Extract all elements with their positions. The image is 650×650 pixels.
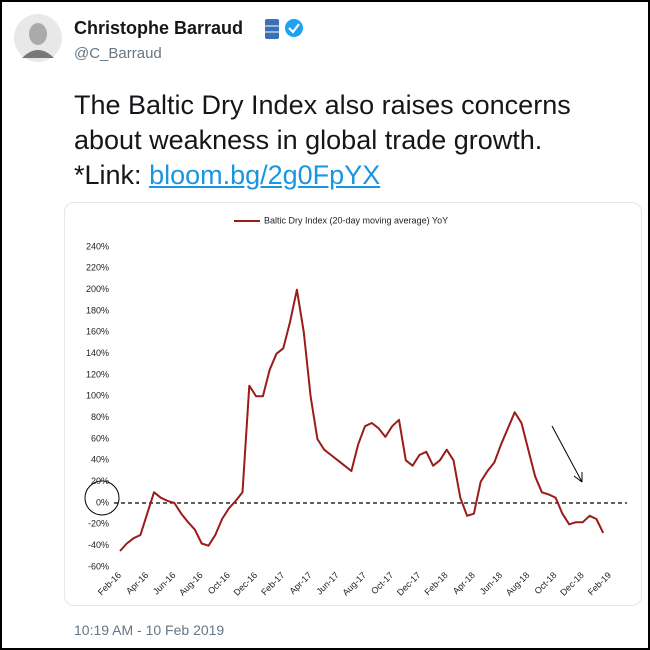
x-tick-label: Aug-16: [177, 570, 205, 598]
y-tick-label: 220%: [86, 263, 109, 273]
tweet-text-line: *Link: bloom.bg/2g0FpYX: [74, 160, 380, 191]
x-tick-label: Dec-16: [232, 570, 260, 598]
x-tick-label: Aug-18: [504, 570, 532, 598]
x-tick-label: Dec-17: [395, 570, 423, 598]
y-tick-label: 240%: [86, 241, 109, 251]
author-handle[interactable]: @C_Barraud: [74, 45, 162, 62]
x-tick-label: Feb-18: [423, 570, 450, 597]
y-tick-label: 80%: [91, 412, 109, 422]
y-tick-label: 40%: [91, 455, 109, 465]
x-tick-label: Feb-17: [259, 570, 286, 597]
x-tick-label: Feb-16: [96, 570, 123, 597]
y-tick-label: 160%: [86, 327, 109, 337]
y-tick-label: 60%: [91, 433, 109, 443]
x-tick-label: Jun-17: [314, 570, 341, 597]
x-tick-label: Apr-17: [287, 570, 313, 596]
data-line: [119, 288, 605, 552]
y-tick-label: 20%: [91, 476, 109, 486]
x-tick-label: Oct-17: [369, 570, 395, 596]
arrow-head: [573, 472, 583, 483]
x-tick-label: Jun-16: [151, 570, 178, 597]
y-tick-label: 200%: [86, 284, 109, 294]
y-tick-label: 100%: [86, 391, 109, 401]
x-tick-label: Apr-18: [451, 570, 477, 596]
avatar[interactable]: [14, 14, 62, 62]
y-tick-label: 180%: [86, 305, 109, 315]
x-tick-label: Feb-19: [586, 570, 613, 597]
link-prefix: *Link:: [74, 160, 142, 190]
x-tick-label: Dec-18: [558, 570, 586, 598]
annotation-arrow: [551, 425, 583, 483]
x-tick-label: Oct-16: [206, 570, 232, 596]
legend-label: Baltic Dry Index (20-day moving average)…: [264, 215, 448, 225]
x-tick-label: Apr-16: [124, 570, 150, 596]
tweet-text: The Baltic Dry Index also raises concern…: [74, 90, 571, 120]
y-tick-label: -40%: [88, 540, 109, 550]
tweet-text: about weakness in global trade growth.: [74, 125, 543, 155]
y-tick-label: 140%: [86, 348, 109, 358]
x-tick-label: Aug-17: [340, 570, 368, 598]
author-name[interactable]: Christophe Barraud: [74, 18, 244, 38]
media-card[interactable]: [64, 202, 642, 606]
y-tick-label: -60%: [88, 561, 109, 571]
x-tick-label: Jun-18: [478, 570, 505, 597]
annotation-circle: [84, 480, 120, 516]
chart: -60% -40% -20% 0% 20% 40% 60% 80% 100% 120% 140% 16…: [84, 215, 627, 598]
y-tick-label: -20%: [88, 519, 109, 529]
y-tick-label: 0%: [96, 497, 109, 507]
y-tick-label: 120%: [86, 369, 109, 379]
x-tick-label: Oct-18: [532, 570, 558, 596]
link[interactable]: bloom.bg/2g0FpYX: [149, 160, 381, 190]
timestamp[interactable]: 10:19 AM - 10 Feb 2019: [74, 622, 225, 638]
name-icons: [265, 19, 303, 39]
